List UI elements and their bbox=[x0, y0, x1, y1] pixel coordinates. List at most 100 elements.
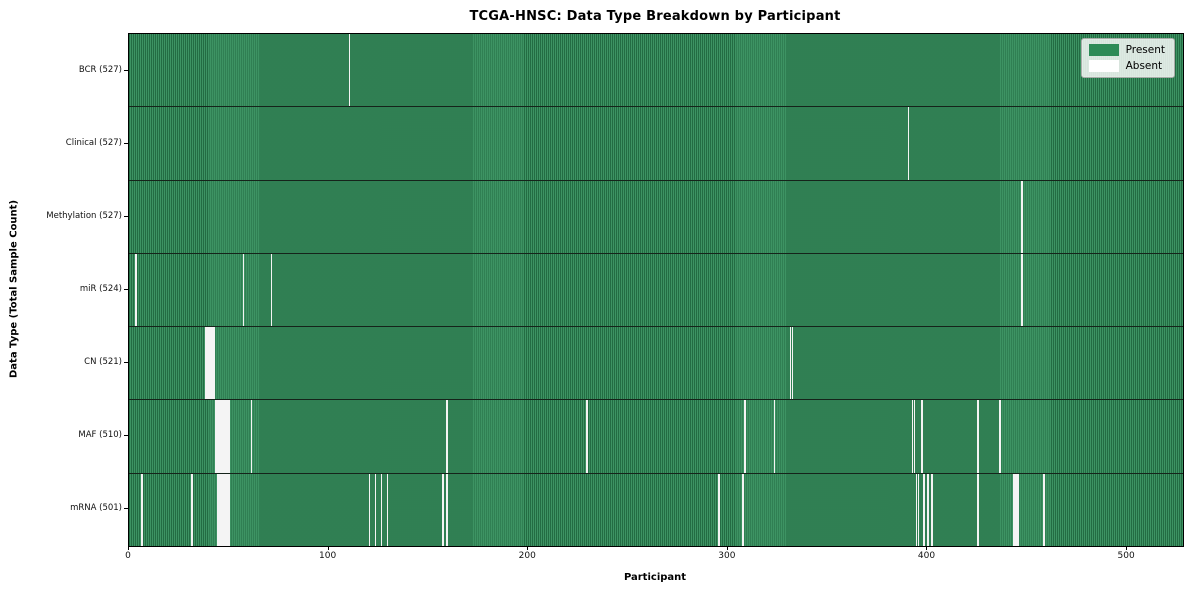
legend-entry-absent: Absent bbox=[1088, 60, 1165, 72]
absent-marker bbox=[791, 327, 794, 400]
y-tick-label-clinical: Clinical (527) bbox=[65, 137, 122, 148]
absent-marker bbox=[915, 473, 918, 546]
absent-marker bbox=[220, 400, 223, 473]
y-tick-label-methylation: Methylation (527) bbox=[46, 210, 122, 221]
absent-marker bbox=[242, 253, 245, 327]
y-tick-label-maf: MAF (510) bbox=[78, 430, 122, 441]
absent-marker bbox=[717, 473, 720, 546]
absent-marker bbox=[190, 473, 193, 546]
legend-label: Present bbox=[1125, 44, 1165, 56]
absent-marker bbox=[446, 400, 449, 473]
absent-marker bbox=[380, 473, 383, 546]
y-tick-label-bcr: BCR (527) bbox=[78, 64, 122, 75]
absent-marker bbox=[913, 400, 916, 473]
absent-marker bbox=[134, 253, 137, 327]
legend-entry-present: Present bbox=[1088, 44, 1165, 56]
absent-marker bbox=[228, 400, 231, 473]
plot-area bbox=[128, 33, 1184, 547]
x-tick bbox=[128, 546, 129, 550]
absent-marker bbox=[921, 400, 924, 473]
absent-marker bbox=[789, 327, 792, 400]
absent-marker bbox=[907, 107, 910, 180]
x-tick-label-300: 300 bbox=[718, 551, 736, 561]
y-tick bbox=[124, 435, 128, 437]
absent-marker bbox=[222, 400, 225, 473]
absent-marker bbox=[977, 400, 980, 473]
x-tick bbox=[1126, 546, 1128, 550]
absent-marker bbox=[206, 327, 209, 400]
absent-marker bbox=[1015, 473, 1017, 546]
data-type-row-mrna bbox=[129, 472, 1183, 546]
absent-marker bbox=[140, 473, 143, 546]
chart-title: TCGA-HNSC: Data Type Breakdown by Partic… bbox=[469, 9, 841, 24]
absent-marker bbox=[1043, 473, 1045, 546]
absent-marker bbox=[228, 473, 231, 546]
absent-marker bbox=[250, 400, 253, 473]
x-tick-label-500: 500 bbox=[1117, 551, 1135, 561]
absent-marker bbox=[1017, 473, 1019, 546]
absent-marker bbox=[218, 473, 221, 546]
x-tick-label-100: 100 bbox=[319, 551, 337, 561]
absent-marker bbox=[927, 473, 930, 546]
absent-marker bbox=[442, 473, 445, 546]
absent-marker bbox=[911, 400, 914, 473]
absent-marker bbox=[208, 327, 211, 400]
absent-marker bbox=[1013, 473, 1015, 546]
x-tick-label-0: 0 bbox=[125, 551, 131, 561]
absent-marker bbox=[999, 400, 1002, 473]
absent-marker bbox=[386, 473, 389, 546]
absent-marker bbox=[210, 327, 213, 400]
y-tick bbox=[124, 362, 128, 364]
x-tick-label-400: 400 bbox=[917, 551, 936, 561]
absent-marker bbox=[977, 473, 980, 546]
y-tick-label-cn: CN (521) bbox=[84, 357, 122, 368]
x-tick-label-200: 200 bbox=[518, 551, 536, 561]
absent-marker bbox=[220, 473, 223, 546]
absent-marker bbox=[270, 253, 273, 327]
absent-marker bbox=[368, 473, 371, 546]
y-tick bbox=[124, 215, 128, 217]
absent-swatch-icon bbox=[1088, 60, 1119, 72]
y-tick bbox=[124, 69, 128, 71]
data-type-row-methylation bbox=[129, 179, 1183, 253]
data-type-row-mir bbox=[129, 252, 1183, 327]
absent-marker bbox=[218, 400, 221, 473]
absent-marker bbox=[446, 473, 449, 546]
y-axis-label: Data Type (Total Sample Count) bbox=[8, 199, 20, 379]
absent-marker bbox=[224, 400, 227, 473]
legend: Present Absent bbox=[1080, 38, 1175, 78]
absent-marker bbox=[226, 473, 229, 546]
legend-label: Absent bbox=[1125, 60, 1163, 72]
data-type-row-bcr bbox=[129, 34, 1183, 107]
y-tick bbox=[124, 142, 128, 144]
absent-marker bbox=[222, 473, 225, 546]
absent-marker bbox=[216, 400, 219, 473]
y-tick-label-mrna: mRNA (501) bbox=[70, 503, 122, 514]
x-axis-label: Participant bbox=[623, 572, 687, 583]
absent-marker bbox=[917, 473, 920, 546]
absent-marker bbox=[374, 473, 377, 546]
absent-marker bbox=[224, 473, 227, 546]
absent-marker bbox=[741, 473, 744, 546]
absent-marker bbox=[923, 473, 926, 546]
x-tick bbox=[527, 546, 529, 550]
absent-marker bbox=[1021, 180, 1023, 253]
data-type-row-maf bbox=[129, 399, 1183, 473]
absent-marker bbox=[226, 400, 229, 473]
x-tick bbox=[327, 546, 329, 550]
x-tick bbox=[726, 546, 728, 550]
absent-marker bbox=[212, 327, 215, 400]
y-tick bbox=[124, 508, 128, 510]
data-type-row-clinical bbox=[129, 106, 1183, 180]
y-tick bbox=[124, 289, 128, 290]
absent-marker bbox=[1021, 253, 1023, 327]
y-tick-label-mir: miR (524) bbox=[79, 284, 122, 294]
absent-marker bbox=[586, 400, 588, 473]
absent-marker bbox=[743, 400, 746, 473]
absent-marker bbox=[204, 327, 207, 400]
absent-marker bbox=[773, 400, 776, 473]
present-swatch-icon bbox=[1088, 44, 1119, 56]
data-type-row-cn bbox=[129, 326, 1183, 400]
absent-marker bbox=[214, 400, 217, 473]
